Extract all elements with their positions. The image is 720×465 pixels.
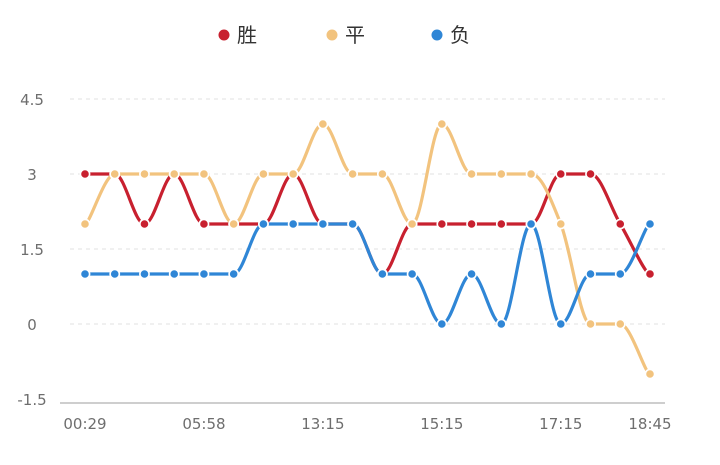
- data-point[interactable]: [79, 168, 91, 180]
- legend-marker: [326, 29, 338, 41]
- legend-item-0[interactable]: 胜: [218, 23, 258, 47]
- data-point[interactable]: [436, 118, 448, 130]
- data-point[interactable]: [258, 218, 269, 230]
- x-tick-label: 13:15: [301, 415, 344, 433]
- legend-item-2[interactable]: 负: [431, 23, 471, 47]
- legend-label: 胜: [237, 23, 257, 47]
- data-point[interactable]: [555, 218, 567, 230]
- legend: 胜平负: [218, 23, 471, 47]
- data-point[interactable]: [168, 268, 180, 280]
- data-point[interactable]: [466, 218, 477, 230]
- data-point[interactable]: [258, 168, 269, 180]
- data-point[interactable]: [376, 268, 388, 280]
- data-point[interactable]: [139, 268, 150, 280]
- data-point[interactable]: [644, 368, 656, 380]
- data-point[interactable]: [614, 318, 626, 330]
- y-tick-label: 4.5: [20, 91, 44, 109]
- data-point[interactable]: [317, 118, 329, 130]
- legend-marker: [218, 29, 230, 41]
- data-point[interactable]: [317, 218, 329, 230]
- data-point[interactable]: [525, 168, 537, 180]
- data-point[interactable]: [376, 168, 388, 180]
- data-point[interactable]: [109, 268, 121, 280]
- x-tick-label: 05:58: [182, 415, 225, 433]
- data-point[interactable]: [495, 318, 507, 330]
- data-point[interactable]: [555, 318, 567, 330]
- legend-item-1[interactable]: 平: [326, 23, 366, 47]
- data-point[interactable]: [614, 268, 626, 280]
- y-tick-label: 1.5: [20, 241, 44, 259]
- data-point[interactable]: [436, 318, 448, 330]
- data-point[interactable]: [585, 168, 596, 180]
- data-point[interactable]: [555, 168, 567, 180]
- data-point[interactable]: [347, 168, 359, 180]
- data-point[interactable]: [168, 168, 180, 180]
- data-point[interactable]: [585, 318, 596, 330]
- data-point[interactable]: [198, 268, 210, 280]
- data-point[interactable]: [287, 168, 299, 180]
- data-point[interactable]: [347, 218, 359, 230]
- y-tick-label: -1.5: [17, 391, 46, 409]
- axes: 4.5 3 1.5 0 -1.5 00:29 05:58 13:15 15:15 17:15 18:…: [17, 91, 671, 433]
- data-point[interactable]: [228, 218, 240, 230]
- legend-label: 平: [345, 23, 365, 47]
- legend-label: 负: [450, 23, 470, 47]
- data-point[interactable]: [198, 218, 210, 230]
- data-point[interactable]: [406, 268, 418, 280]
- data-point[interactable]: [109, 168, 121, 180]
- data-point[interactable]: [436, 218, 448, 230]
- data-point[interactable]: [287, 218, 299, 230]
- data-point[interactable]: [406, 218, 418, 230]
- legend-marker: [431, 29, 443, 41]
- data-point[interactable]: [79, 268, 91, 280]
- data-point[interactable]: [139, 168, 150, 180]
- data-point[interactable]: [495, 168, 507, 180]
- data-point[interactable]: [466, 268, 477, 280]
- y-tick-label: 3: [27, 166, 37, 184]
- x-tick-label: 17:15: [539, 415, 582, 433]
- data-point[interactable]: [228, 268, 240, 280]
- data-point[interactable]: [198, 168, 210, 180]
- data-point[interactable]: [614, 218, 626, 230]
- data-point[interactable]: [495, 218, 507, 230]
- data-point[interactable]: [466, 168, 477, 180]
- data-point[interactable]: [644, 218, 656, 230]
- y-tick-label: 0: [27, 316, 37, 334]
- series-points: [79, 118, 656, 380]
- x-tick-label: 18:45: [628, 415, 671, 433]
- data-point[interactable]: [644, 268, 656, 280]
- data-point[interactable]: [525, 218, 537, 230]
- x-tick-label: 15:15: [420, 415, 463, 433]
- data-point[interactable]: [139, 218, 150, 230]
- data-point[interactable]: [585, 268, 596, 280]
- x-tick-label: 00:29: [63, 415, 106, 433]
- data-point[interactable]: [79, 218, 91, 230]
